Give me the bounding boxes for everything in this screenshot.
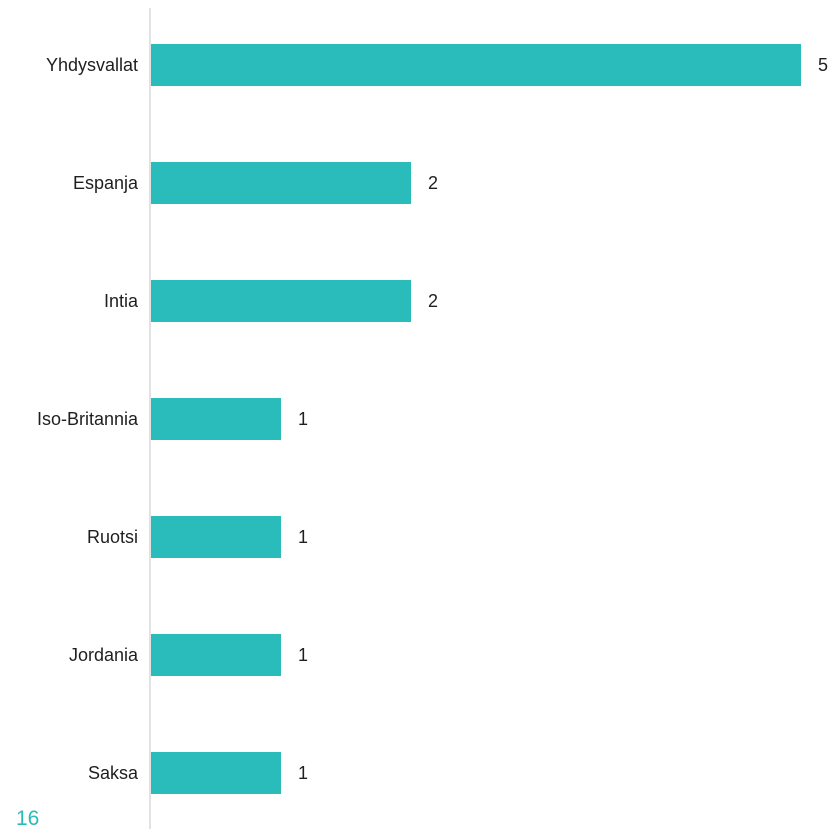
- category-label-0: Yhdysvallat: [46, 55, 138, 75]
- bar-4: [151, 516, 281, 558]
- bar-6: [151, 752, 281, 794]
- value-label-3: 1: [298, 409, 308, 429]
- bar-5: [151, 634, 281, 676]
- value-label-2: 2: [428, 291, 438, 311]
- bar-2: [151, 280, 411, 322]
- category-label-2: Intia: [104, 291, 139, 311]
- bar-1: [151, 162, 411, 204]
- value-label-0: 5: [818, 55, 828, 75]
- category-label-3: Iso-Britannia: [37, 409, 139, 429]
- category-label-4: Ruotsi: [87, 527, 138, 547]
- value-label-6: 1: [298, 763, 308, 783]
- value-label-1: 2: [428, 173, 438, 193]
- category-label-1: Espanja: [73, 173, 139, 193]
- bars-layer: Yhdysvallat 5 Espanja 2 Intia 2 Iso-Britannia 1…: [37, 44, 828, 794]
- value-label-5: 1: [298, 645, 308, 665]
- category-label-6: Saksa: [88, 763, 139, 783]
- bar-3: [151, 398, 281, 440]
- category-label-5: Jordania: [69, 645, 139, 665]
- value-label-4: 1: [298, 527, 308, 547]
- bar-0: [151, 44, 801, 86]
- page-number: 16: [16, 807, 40, 829]
